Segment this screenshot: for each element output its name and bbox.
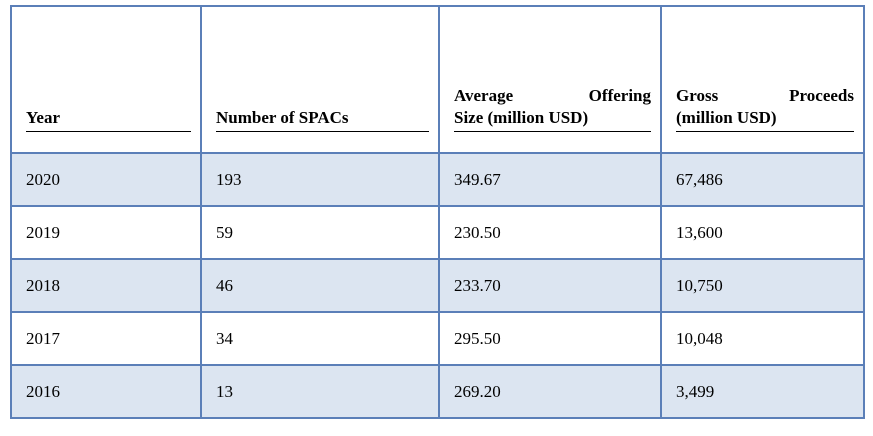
table-row: 2019 59 230.50 13,600	[10, 205, 865, 260]
header-gross-line1: Gross Proceeds	[676, 86, 854, 105]
cell-number: 46	[200, 258, 440, 313]
cell-year: 2016	[10, 364, 202, 419]
cell-number: 34	[200, 311, 440, 366]
header-avg-line2: Size (million USD)	[454, 107, 651, 132]
cell-year: 2017	[10, 311, 202, 366]
table-row: 2018 46 233.70 10,750	[10, 258, 865, 313]
cell-number: 193	[200, 152, 440, 207]
table-row: 2017 34 295.50 10,048	[10, 311, 865, 366]
cell-gross: 10,048	[660, 311, 865, 366]
cell-year: 2018	[10, 258, 202, 313]
spac-table: Year Number of SPACs Average Offering Si…	[10, 5, 865, 419]
cell-avg: 349.67	[438, 152, 662, 207]
cell-gross: 3,499	[660, 364, 865, 419]
table-header: Year Number of SPACs Average Offering Si…	[10, 5, 865, 154]
header-year-label: Year	[26, 107, 191, 132]
table-row: 2016 13 269.20 3,499	[10, 364, 865, 419]
table-row: 2020 193 349.67 67,486	[10, 152, 865, 207]
header-number-of-spacs: Number of SPACs	[200, 5, 440, 154]
cell-avg: 233.70	[438, 258, 662, 313]
header-row: Year Number of SPACs Average Offering Si…	[10, 5, 865, 154]
cell-gross: 67,486	[660, 152, 865, 207]
cell-avg: 230.50	[438, 205, 662, 260]
cell-avg: 295.50	[438, 311, 662, 366]
cell-gross: 13,600	[660, 205, 865, 260]
cell-gross: 10,750	[660, 258, 865, 313]
header-gross-line2: (million USD)	[676, 107, 854, 132]
header-gross-proceeds: Gross Proceeds (million USD)	[660, 5, 865, 154]
header-number-label: Number of SPACs	[216, 107, 429, 132]
cell-number: 13	[200, 364, 440, 419]
header-average-offering-size: Average Offering Size (million USD)	[438, 5, 662, 154]
cell-avg: 269.20	[438, 364, 662, 419]
cell-number: 59	[200, 205, 440, 260]
header-avg-line1: Average Offering	[454, 86, 651, 105]
cell-year: 2020	[10, 152, 202, 207]
table-body: 2020 193 349.67 67,486 2019 59 230.50 13…	[10, 152, 865, 419]
cell-year: 2019	[10, 205, 202, 260]
header-year: Year	[10, 5, 202, 154]
